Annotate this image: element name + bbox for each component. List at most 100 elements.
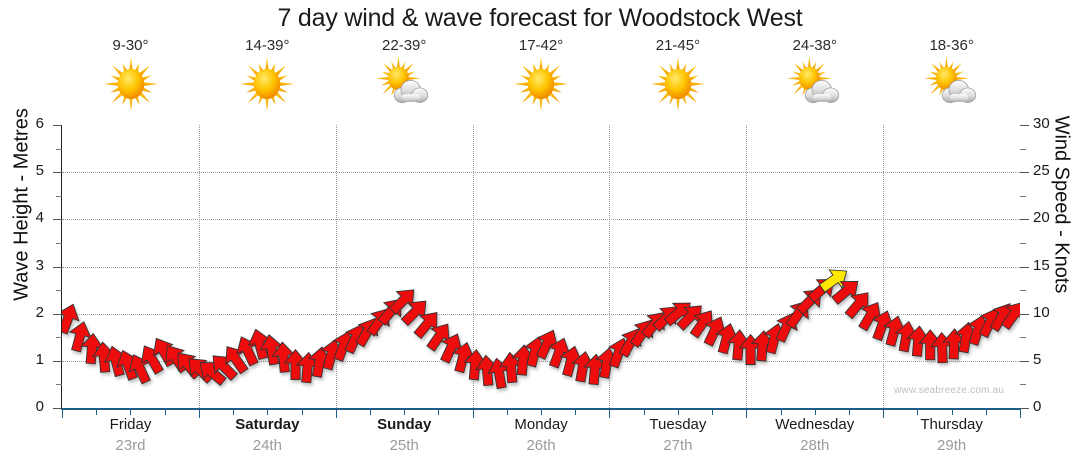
left-axis-tick-label: 5 bbox=[35, 162, 44, 180]
day-label-cell: Wednesday 28th bbox=[746, 414, 883, 456]
day-name-row: Friday 23rd Saturday 24th Sunday 25th Monday 26… bbox=[62, 414, 1020, 470]
right-axis-tick-label: 20 bbox=[1033, 209, 1050, 227]
wind-arrow bbox=[188, 358, 215, 384]
left-axis-tick-label: 0 bbox=[35, 398, 44, 415]
day-boundary-gridline bbox=[472, 125, 474, 408]
left-axis-tick bbox=[53, 125, 62, 126]
right-axis-minor-tick bbox=[1020, 148, 1026, 150]
day-boundary-gridline bbox=[198, 125, 200, 408]
right-axis-tick-label: 15 bbox=[1033, 256, 1050, 274]
horizontal-gridline bbox=[62, 360, 1020, 362]
day-temperature-range: 21-45° bbox=[655, 37, 701, 54]
day-date: 27th bbox=[663, 437, 693, 454]
left-axis-tick bbox=[53, 408, 62, 409]
x-axis-minor-tick bbox=[677, 409, 679, 415]
day-forecast-cell: 14-39° bbox=[199, 36, 336, 118]
left-axis-tick-label: 3 bbox=[35, 256, 44, 274]
left-axis-tick bbox=[53, 172, 62, 174]
day-date: 23rd bbox=[115, 437, 146, 454]
sun-icon bbox=[609, 56, 746, 114]
left-axis-minor-tick bbox=[56, 290, 62, 292]
right-axis-tick bbox=[1020, 125, 1029, 126]
day-boundary-gridline bbox=[746, 125, 748, 408]
daily-forecast-strip: 9-30° 14-39° bbox=[62, 36, 1020, 118]
day-name: Thursday bbox=[920, 416, 983, 433]
right-axis-tick-label: 10 bbox=[1033, 303, 1050, 321]
x-axis-day-tick bbox=[746, 409, 748, 418]
horizontal-gridline bbox=[62, 313, 1020, 315]
day-forecast-cell: 18-36° bbox=[883, 36, 1020, 118]
right-axis-minor-tick bbox=[1020, 384, 1026, 386]
day-label-cell: Thursday 29th bbox=[883, 414, 1020, 456]
x-axis-minor-tick bbox=[917, 409, 919, 415]
sun-cloud-icon bbox=[746, 56, 883, 114]
day-boundary-gridline bbox=[883, 125, 885, 408]
day-temperature-range: 22-39° bbox=[382, 37, 427, 54]
x-axis-day-tick bbox=[198, 409, 200, 418]
x-axis-minor-tick bbox=[164, 409, 166, 415]
day-forecast-cell: 9-30° bbox=[62, 36, 199, 118]
left-axis-tick bbox=[53, 313, 62, 315]
x-axis-minor-tick bbox=[506, 409, 508, 415]
day-forecast-cell: 21-45° bbox=[609, 36, 746, 118]
x-axis-minor-tick bbox=[814, 409, 816, 415]
x-axis-minor-tick bbox=[985, 409, 987, 415]
left-axis-tick bbox=[53, 266, 62, 268]
sun-cloud-icon bbox=[883, 56, 1020, 114]
left-axis-tick bbox=[53, 360, 62, 362]
page-title: 7 day wind & wave forecast for Woodstock… bbox=[277, 4, 803, 32]
day-temperature-range: 14-39° bbox=[245, 37, 290, 54]
right-axis-minor-tick bbox=[1020, 290, 1026, 292]
x-axis-minor-tick bbox=[780, 409, 782, 415]
x-axis-minor-tick bbox=[233, 409, 235, 415]
plot-area bbox=[62, 125, 1020, 408]
day-boundary-gridline bbox=[609, 125, 611, 408]
day-name: Wednesday bbox=[775, 416, 855, 433]
day-temperature-range: 17-42° bbox=[518, 37, 564, 54]
site-watermark: www.seabreeze.com.au bbox=[894, 385, 1005, 396]
right-axis-tick-label: 30 bbox=[1033, 115, 1050, 132]
x-axis-minor-tick bbox=[96, 409, 98, 415]
x-axis-minor-tick bbox=[267, 409, 269, 415]
day-boundary-gridline bbox=[335, 125, 337, 408]
sun-icon bbox=[199, 56, 336, 114]
right-axis-tick bbox=[1020, 219, 1029, 221]
x-axis-day-tick bbox=[609, 409, 611, 418]
sun-cloud-icon bbox=[336, 56, 473, 114]
x-axis-minor-tick bbox=[369, 409, 371, 415]
right-axis-tick bbox=[1020, 408, 1029, 409]
day-label-cell: Monday 26th bbox=[473, 414, 610, 456]
right-axis-tick bbox=[1020, 266, 1029, 268]
left-axis-tick-label: 4 bbox=[35, 209, 44, 227]
right-axis-tick bbox=[1020, 360, 1029, 362]
left-axis-tick-label: 1 bbox=[35, 350, 44, 368]
day-date: 25th bbox=[389, 437, 419, 454]
x-axis-day-tick bbox=[335, 409, 337, 418]
x-axis-day-tick bbox=[62, 409, 63, 418]
x-axis-day-tick bbox=[1020, 409, 1021, 418]
right-axis-tick bbox=[1020, 313, 1029, 315]
day-temperature-range: 24-38° bbox=[792, 37, 837, 54]
wind-arrow-peak bbox=[818, 269, 848, 293]
day-name: Monday bbox=[514, 416, 568, 433]
right-axis-minor-tick bbox=[1020, 195, 1026, 197]
horizontal-gridline bbox=[62, 266, 1020, 268]
x-axis-minor-tick bbox=[541, 409, 542, 415]
x-axis-minor-tick bbox=[712, 409, 714, 415]
x-axis-minor-tick bbox=[404, 409, 406, 415]
right-axis-tick-label: 25 bbox=[1033, 162, 1050, 180]
left-axis-minor-tick bbox=[56, 148, 62, 150]
left-axis-minor-tick bbox=[56, 242, 62, 244]
wind-arrow-series bbox=[62, 269, 1020, 390]
sun-icon bbox=[62, 56, 199, 114]
day-label-cell: Friday 23rd bbox=[62, 414, 199, 456]
x-axis-minor-tick bbox=[951, 409, 953, 415]
horizontal-gridline bbox=[62, 219, 1020, 221]
day-label-cell: Saturday 24th bbox=[199, 414, 336, 456]
left-axis-minor-tick bbox=[56, 384, 62, 386]
x-axis-minor-tick bbox=[643, 409, 645, 415]
day-date: 28th bbox=[800, 437, 830, 454]
horizontal-gridline bbox=[62, 172, 1020, 174]
day-label-cell: Tuesday 27th bbox=[609, 414, 746, 456]
